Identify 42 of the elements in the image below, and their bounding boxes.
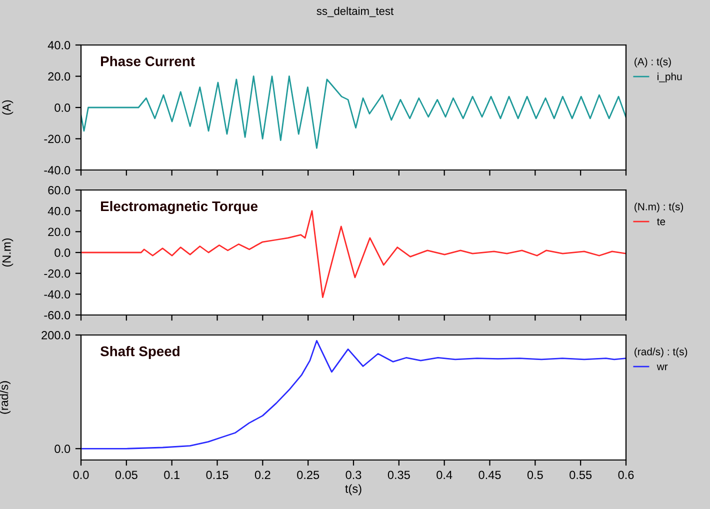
legend-title: (rad/s) : t(s): [634, 348, 688, 358]
x-axis-title: t(s): [345, 484, 362, 496]
x-tick-label: 0.15: [206, 470, 228, 480]
y-tick-label: -40.0: [44, 290, 70, 299]
line-series: [81, 340, 626, 450]
text: Shaft Speed: [100, 346, 180, 359]
y-tick-label: -60.0: [44, 311, 70, 320]
y-tick-label: 0.0: [54, 248, 70, 257]
text: Electromagnetic Torque: [101, 200, 258, 214]
y-tick-label: 0.0: [54, 104, 70, 112]
y-tick-label: 20.0: [48, 228, 70, 236]
x-tick-label: 0.35: [388, 470, 410, 480]
x-tick-label: 0.4: [436, 470, 452, 480]
y-tick-label: -20.0: [44, 269, 70, 278]
legend-title: (N.m) : t(s): [634, 202, 684, 212]
x-tick-label: 0.0: [73, 470, 89, 480]
x-tick-label: 0.6: [618, 470, 634, 480]
x-tick-label: 0.45: [478, 470, 501, 480]
x-tick-label: 0.5: [527, 470, 543, 480]
text: Phase Current: [101, 56, 195, 66]
text: ss_deltaim_test: [316, 6, 394, 18]
y-axis-title: (A): [2, 100, 14, 115]
x-tick-label: 0.25: [297, 470, 320, 480]
y-tick-label: 200.0: [42, 331, 70, 340]
legend-label: i_phu: [658, 72, 682, 82]
y-tick-label: -20.0: [44, 134, 70, 144]
legend-label: te: [657, 218, 666, 226]
x-tick-label: 0.2: [254, 470, 270, 480]
y-tick-label: 60.0: [48, 186, 70, 194]
y-tick-label: 40.0: [48, 206, 70, 216]
y-axis-title: (N.m): [2, 238, 14, 267]
x-tick-label: 0.05: [115, 470, 138, 480]
x-tick-label: 0.1: [164, 470, 180, 480]
y-tick-label: 40.0: [48, 41, 70, 50]
y-tick-label: -40.0: [44, 166, 70, 174]
line-series: [81, 76, 626, 149]
y-tick-label: 0.0: [54, 444, 70, 454]
legend-title: (A) : t(s): [634, 58, 671, 68]
x-tick-label: 0.3: [346, 470, 362, 480]
legend-label: wr: [656, 364, 668, 370]
y-tick-label: 20.0: [48, 72, 70, 81]
x-tick-label: 0.55: [570, 470, 592, 480]
